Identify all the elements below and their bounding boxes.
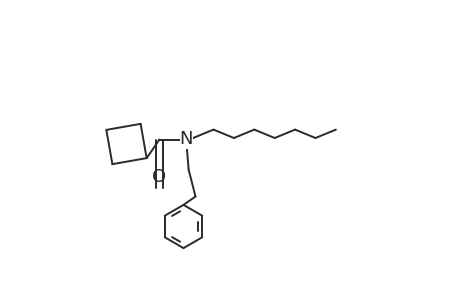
Text: O: O: [152, 168, 166, 186]
Text: N: N: [179, 130, 193, 148]
